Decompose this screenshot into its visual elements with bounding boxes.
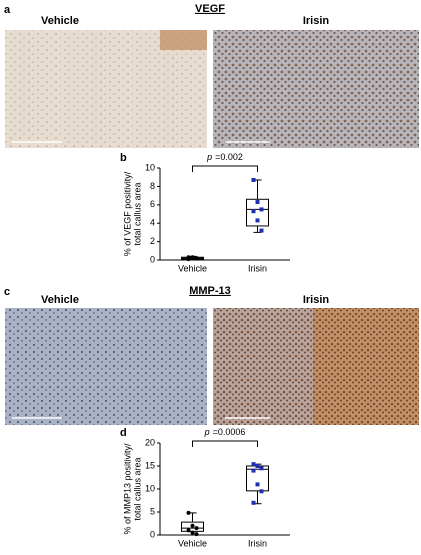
- panel-label: b: [120, 152, 127, 164]
- p-symbol: p: [204, 427, 210, 437]
- panel-label: c: [4, 286, 10, 298]
- data-point: [194, 532, 199, 537]
- micrograph: [213, 30, 419, 148]
- data-point: [251, 209, 256, 214]
- x-tick-label: Vehicle: [178, 538, 207, 548]
- data-point: [255, 218, 260, 223]
- data-point: [259, 466, 264, 471]
- significance-bracket: [192, 165, 258, 172]
- group-label: Irisin: [303, 15, 330, 27]
- y-tick-label: 10: [145, 483, 155, 493]
- y-tick-label: 6: [150, 199, 155, 209]
- data-point: [186, 510, 191, 515]
- y-axis-label: % of MMP13 positivity/: [122, 443, 132, 535]
- p-symbol: p: [206, 152, 212, 162]
- data-point: [190, 523, 195, 528]
- data-point: [186, 528, 191, 533]
- data-point: [194, 526, 199, 531]
- y-tick-label: 2: [150, 236, 155, 246]
- y-axis-label: total callus area: [132, 457, 142, 520]
- data-point: [251, 468, 256, 473]
- y-tick-label: 15: [145, 460, 155, 470]
- data-point: [251, 462, 256, 467]
- box: [246, 465, 269, 492]
- panel-title: MMP-13: [189, 285, 231, 297]
- p-value: p =0.002: [206, 152, 243, 162]
- p-value: p =0.0006: [204, 427, 246, 437]
- data-point: [255, 482, 260, 487]
- micrograph: [213, 308, 419, 425]
- p-number: =0.002: [215, 152, 243, 162]
- data-point: [194, 256, 199, 261]
- data-point: [251, 500, 256, 505]
- data-point: [259, 228, 264, 233]
- p-number: =0.0006: [213, 427, 246, 437]
- panel-label: a: [4, 4, 11, 16]
- micrograph: [5, 308, 207, 425]
- x-tick-label: Irisin: [248, 263, 267, 273]
- significance-bracket: [192, 440, 258, 447]
- group-label: Irisin: [303, 294, 330, 306]
- y-tick-label: 8: [150, 181, 155, 191]
- data-point: [259, 207, 264, 212]
- data-point: [255, 200, 260, 205]
- micrograph: [5, 30, 207, 148]
- group-label: Vehicle: [41, 294, 79, 306]
- data-point: [251, 177, 256, 182]
- data-point: [259, 489, 264, 494]
- data-point: [190, 530, 195, 535]
- group-label: Vehicle: [41, 15, 79, 27]
- y-tick-label: 0: [150, 529, 155, 539]
- y-tick-label: 4: [150, 218, 155, 228]
- panel-title: VEGF: [195, 3, 225, 15]
- y-tick-label: 10: [145, 162, 155, 172]
- box: [246, 198, 269, 227]
- y-tick-label: 0: [150, 254, 155, 264]
- data-point: [186, 255, 191, 260]
- data-point: [255, 464, 260, 468]
- data-point: [190, 255, 195, 260]
- panel-label: d: [120, 427, 127, 439]
- y-axis-label: total callus area: [132, 182, 142, 245]
- x-tick-label: Irisin: [248, 538, 267, 548]
- y-axis-label: % of VEGF positivity/: [122, 171, 132, 256]
- x-tick-label: Vehicle: [178, 263, 207, 273]
- y-tick-label: 20: [145, 437, 155, 447]
- y-tick-label: 5: [150, 506, 155, 516]
